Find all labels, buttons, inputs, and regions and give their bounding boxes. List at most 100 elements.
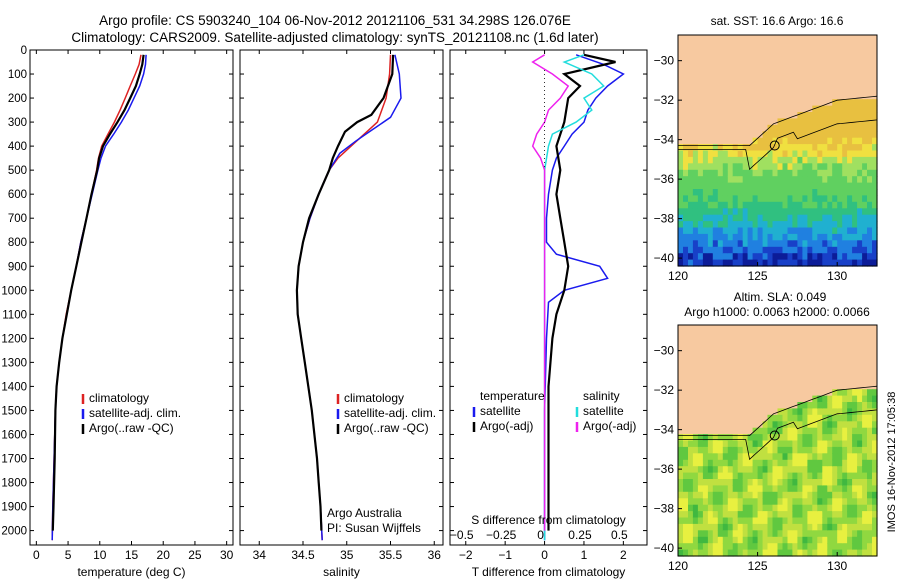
map-cell (817, 530, 823, 538)
map-cell (688, 536, 694, 544)
map-cell (678, 549, 684, 557)
map-cell (782, 498, 789, 506)
map-cell (837, 446, 843, 454)
map-cell (822, 259, 828, 267)
map-cell (772, 440, 779, 448)
map-cell (852, 163, 858, 171)
map-cell (757, 189, 764, 196)
map-cell (688, 549, 694, 557)
map-cell (678, 253, 684, 261)
map-cell (683, 479, 689, 486)
map-cell (762, 150, 769, 158)
map-cell (847, 543, 853, 551)
map-cell (852, 434, 858, 442)
map-cell (678, 233, 684, 241)
map-cell (867, 459, 873, 467)
map-y-tick-label: −38 (654, 502, 675, 516)
map-cell (782, 214, 789, 222)
map-cell (847, 511, 853, 519)
map-cell (867, 549, 873, 557)
map-cell (857, 246, 863, 254)
map-cell (742, 440, 749, 448)
map-cell (757, 523, 764, 531)
map-cell (697, 530, 704, 538)
map-cell (817, 472, 823, 480)
imos-timestamp: IMOS 16-Nov-2012 17:05:38 (886, 392, 898, 533)
x-tick-label: 34.5 (291, 548, 315, 562)
map-cell (777, 453, 784, 461)
map-cell (752, 479, 759, 486)
map-cell (827, 434, 833, 442)
map-cell (727, 221, 734, 229)
map-cell (812, 144, 818, 152)
map-cell (837, 504, 843, 512)
map-cell (857, 214, 863, 222)
map-cell (767, 240, 774, 248)
map-cell (697, 459, 704, 467)
map-cell (847, 150, 853, 158)
map-cell (678, 472, 684, 480)
map-cell (782, 150, 789, 158)
map-cell (812, 434, 818, 442)
map-cell (867, 511, 873, 519)
map-x-tick-label: 120 (668, 269, 688, 283)
map-cell (832, 240, 838, 248)
map-cell (757, 472, 764, 480)
map-cell (772, 421, 779, 429)
map-cell (752, 434, 759, 442)
map-cell (797, 402, 803, 409)
x-tick-label: 0 (541, 548, 548, 562)
map-cell (812, 536, 818, 544)
legend-label: satellite (480, 404, 521, 418)
map-cell (807, 466, 813, 474)
map-cell (807, 112, 813, 119)
map-cell (697, 246, 704, 254)
map-cell (688, 446, 694, 454)
map-cell (722, 446, 729, 454)
map-cell (822, 479, 828, 486)
map-cell (872, 479, 878, 486)
map-cell (707, 163, 714, 171)
map-cell (787, 137, 794, 145)
map-cell (772, 208, 779, 216)
map-cell (747, 208, 754, 216)
map-cell (842, 408, 848, 416)
map-cell (867, 240, 873, 248)
map-cell (732, 214, 739, 222)
map-cell (872, 530, 878, 538)
header-line-1: Argo profile: CS 5903240_104 06-Nov-2012… (99, 13, 571, 28)
map-cell (737, 530, 744, 538)
map-cell (792, 227, 798, 235)
map-cell (787, 144, 794, 152)
map-cell (862, 208, 868, 216)
s-tick-label: 0.25 (568, 528, 592, 542)
map-cell (678, 434, 684, 442)
map-cell (712, 446, 719, 454)
map-cell (847, 214, 853, 222)
map-cell (832, 402, 838, 409)
map-cell (737, 466, 744, 474)
map-cell (832, 523, 838, 531)
map-cell (862, 395, 868, 403)
map-cell (867, 453, 873, 461)
map-cell (737, 498, 744, 506)
map-cell (832, 253, 838, 261)
map-cell (792, 124, 798, 132)
map-cell (807, 511, 813, 519)
map-cell (807, 118, 813, 126)
map-cell (772, 414, 779, 422)
map-cell (787, 485, 794, 493)
map-cell (832, 414, 838, 422)
map-cell (817, 112, 823, 119)
map-cell (727, 434, 734, 442)
map-cell (697, 466, 704, 474)
map-cell (827, 150, 833, 158)
y-tick-label: 1500 (1, 405, 27, 417)
y-tick-label: 700 (8, 213, 27, 225)
map-cell (817, 176, 823, 184)
map-cell (707, 259, 714, 267)
map-cell (857, 176, 863, 184)
series-line (547, 53, 616, 531)
map-cell (722, 144, 729, 152)
